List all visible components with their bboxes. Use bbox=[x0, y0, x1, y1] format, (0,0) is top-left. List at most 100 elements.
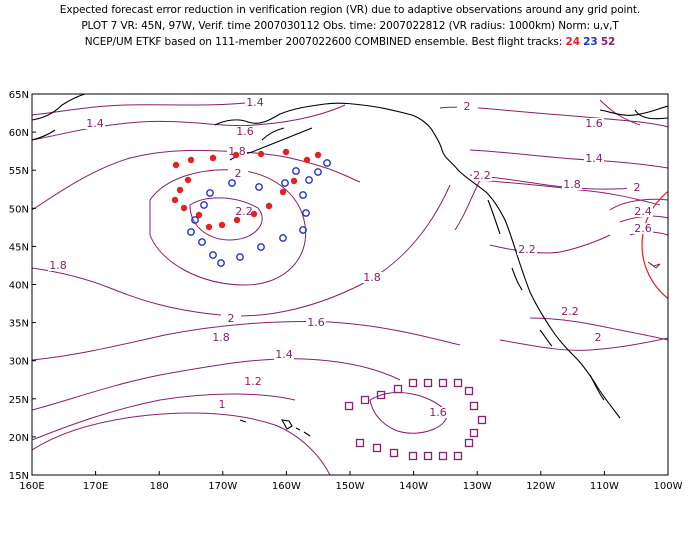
lon-tick-label: 120W bbox=[526, 481, 555, 492]
track-24-point bbox=[282, 148, 290, 156]
track-24-point bbox=[232, 151, 240, 159]
contour-label: 1.4 bbox=[86, 117, 104, 130]
track-24-point bbox=[233, 216, 241, 224]
lat-tick-label: 40N bbox=[9, 281, 29, 292]
contour-label: 1.8 bbox=[228, 145, 246, 158]
header-line-3-text: NCEP/UM ETKF based on 111-member 2007022… bbox=[84, 36, 563, 48]
lat-tick-label: 50N bbox=[9, 204, 29, 215]
contour-label: 1.8 bbox=[212, 331, 230, 344]
track-24-point bbox=[257, 150, 265, 158]
contour-label-bg bbox=[588, 332, 608, 343]
track-23-point bbox=[198, 238, 206, 246]
track-24-point bbox=[180, 204, 188, 212]
track-52-point bbox=[438, 451, 448, 461]
track-52-point bbox=[469, 401, 479, 411]
contour-label-bg bbox=[48, 260, 68, 271]
contour-label-bg bbox=[221, 313, 241, 324]
track-23-point bbox=[206, 189, 214, 197]
lat-tick-label: 25N bbox=[9, 395, 29, 406]
track-52-point bbox=[453, 378, 463, 388]
track-23-point bbox=[236, 253, 244, 261]
lon-tick-label: 150W bbox=[336, 481, 365, 492]
track-23-point bbox=[200, 201, 208, 209]
contour-label-bg bbox=[562, 179, 582, 190]
track-24-point bbox=[303, 156, 311, 164]
contour-label: 1.4 bbox=[246, 96, 264, 109]
track-52-point bbox=[464, 438, 474, 448]
track-24-point bbox=[187, 156, 195, 164]
flight-track-23 bbox=[187, 159, 331, 267]
contour-label: 2.4 bbox=[634, 205, 652, 218]
lon-tick-label: 140W bbox=[399, 481, 428, 492]
longitude-axis: 160E 170E 180 170W 160W 150W 140W 130W 120W 110W 1… bbox=[19, 471, 683, 492]
header-line-2: PLOT 7 VR: 45N, 97W, Verif. time 2007030… bbox=[0, 20, 700, 32]
contour-label: 1.6 bbox=[307, 316, 325, 329]
contour-label: 2 bbox=[235, 167, 242, 180]
contour-label: 2 bbox=[228, 312, 235, 325]
track-23-point bbox=[299, 191, 307, 199]
track-23-point bbox=[191, 216, 199, 224]
track-52-point bbox=[372, 443, 382, 453]
contour-label: 1.2 bbox=[244, 375, 262, 388]
track-23-point bbox=[314, 168, 322, 176]
contour-label-bg bbox=[457, 101, 477, 112]
track-52-point bbox=[355, 438, 365, 448]
track-52-point bbox=[453, 451, 463, 461]
track-24-point bbox=[209, 154, 217, 162]
track-52-point bbox=[469, 428, 479, 438]
lon-tick-label: 100W bbox=[654, 481, 683, 492]
contour-label-bg bbox=[362, 272, 382, 283]
track-24-point bbox=[290, 177, 298, 185]
lon-tick-label: 170W bbox=[208, 481, 237, 492]
track-23-point bbox=[217, 259, 225, 267]
track-52-point bbox=[477, 415, 487, 425]
contour-label-bg bbox=[227, 146, 247, 157]
contour-label: 2 bbox=[464, 100, 471, 113]
lat-tick-label: 45N bbox=[9, 242, 29, 253]
contour-label-bg bbox=[584, 118, 604, 129]
contour-label: 2.2 bbox=[235, 205, 253, 218]
contour-label: 1.8 bbox=[563, 178, 581, 191]
contour-label: 2 bbox=[634, 181, 641, 194]
header-line-1: Expected forecast error reduction in ver… bbox=[0, 4, 700, 16]
track-23-point bbox=[281, 179, 289, 187]
lat-tick-label: 65N bbox=[9, 90, 29, 101]
track-52-point bbox=[376, 390, 386, 400]
track-23-point bbox=[302, 209, 310, 217]
track-23-label: 23 bbox=[583, 36, 598, 48]
track-52-point bbox=[393, 384, 403, 394]
lon-tick-label: 170E bbox=[83, 481, 108, 492]
track-52-point bbox=[408, 451, 418, 461]
contour-label-bg bbox=[633, 223, 653, 234]
track-52-point bbox=[438, 378, 448, 388]
contour-label: 1.4 bbox=[585, 152, 603, 165]
contour-lines bbox=[32, 99, 668, 475]
lat-tick-label: 30N bbox=[9, 357, 29, 368]
track-23-point bbox=[257, 243, 265, 251]
lon-tick-label: 160E bbox=[19, 481, 44, 492]
track-52-point bbox=[389, 448, 399, 458]
contour-label-bg bbox=[627, 182, 647, 193]
contour-label: 1.4 bbox=[275, 348, 293, 361]
contour-label: 1.6 bbox=[236, 125, 254, 138]
track-24-point bbox=[250, 210, 258, 218]
contour-label-bg bbox=[472, 170, 492, 181]
track-23-point bbox=[187, 228, 195, 236]
track-52-point bbox=[423, 378, 433, 388]
track-23-point bbox=[305, 176, 313, 184]
contour-label-bg bbox=[428, 407, 448, 418]
contour-label-bg bbox=[560, 306, 580, 317]
contour-label: 2 bbox=[595, 331, 602, 344]
track-23-point bbox=[228, 179, 236, 187]
track-24-point bbox=[314, 151, 322, 159]
track-23-point bbox=[255, 183, 263, 191]
lon-tick-label: 110W bbox=[590, 481, 619, 492]
track-24-label: 24 bbox=[565, 36, 580, 48]
contour-label: 1.8 bbox=[49, 259, 67, 272]
track-23-point bbox=[299, 226, 307, 234]
track-23-point bbox=[292, 167, 300, 175]
track-24-point bbox=[279, 188, 287, 196]
lon-tick-label: 180 bbox=[150, 481, 169, 492]
contour-label-bg bbox=[85, 118, 105, 129]
